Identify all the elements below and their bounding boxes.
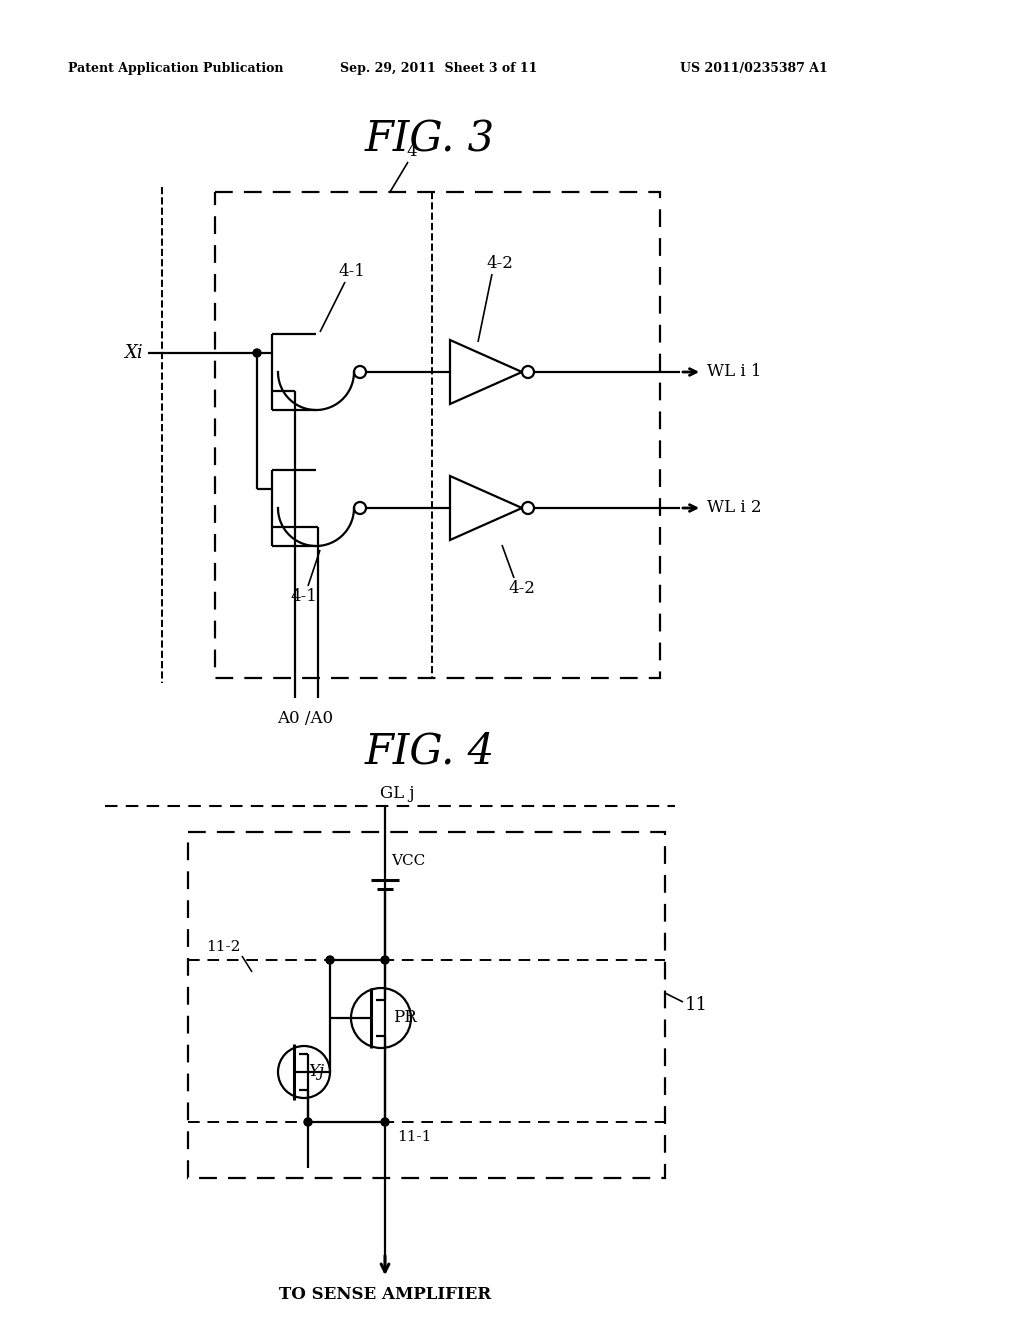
Text: FIG. 4: FIG. 4 (365, 730, 495, 772)
Circle shape (381, 956, 389, 964)
Text: TO SENSE AMPLIFIER: TO SENSE AMPLIFIER (279, 1286, 492, 1303)
Bar (188, 832, 665, 1177)
Text: 4-2: 4-2 (486, 255, 513, 272)
Text: A0 /A0: A0 /A0 (276, 710, 333, 727)
Text: WL i 2: WL i 2 (707, 499, 762, 516)
Text: PR: PR (393, 1010, 417, 1027)
Text: US 2011/0235387 A1: US 2011/0235387 A1 (680, 62, 827, 75)
Bar (215, 191, 660, 678)
Text: 4: 4 (407, 143, 418, 160)
Text: Xi: Xi (124, 345, 143, 362)
Text: GL j: GL j (380, 785, 415, 803)
Circle shape (326, 956, 334, 964)
Text: 4-1: 4-1 (290, 587, 316, 605)
Text: 11-2: 11-2 (206, 940, 240, 954)
Text: Sep. 29, 2011  Sheet 3 of 11: Sep. 29, 2011 Sheet 3 of 11 (340, 62, 538, 75)
Text: 4-1: 4-1 (338, 263, 365, 280)
Text: 11-1: 11-1 (397, 1130, 431, 1144)
Circle shape (253, 348, 261, 356)
Text: WL i 1: WL i 1 (707, 363, 762, 380)
Circle shape (304, 1118, 312, 1126)
Text: Patent Application Publication: Patent Application Publication (68, 62, 284, 75)
Text: VCC: VCC (391, 854, 425, 869)
Text: Yj: Yj (308, 1064, 324, 1081)
Text: FIG. 3: FIG. 3 (365, 117, 495, 160)
Text: 4-2: 4-2 (508, 579, 535, 597)
Circle shape (381, 1118, 389, 1126)
Text: 11: 11 (685, 997, 708, 1014)
